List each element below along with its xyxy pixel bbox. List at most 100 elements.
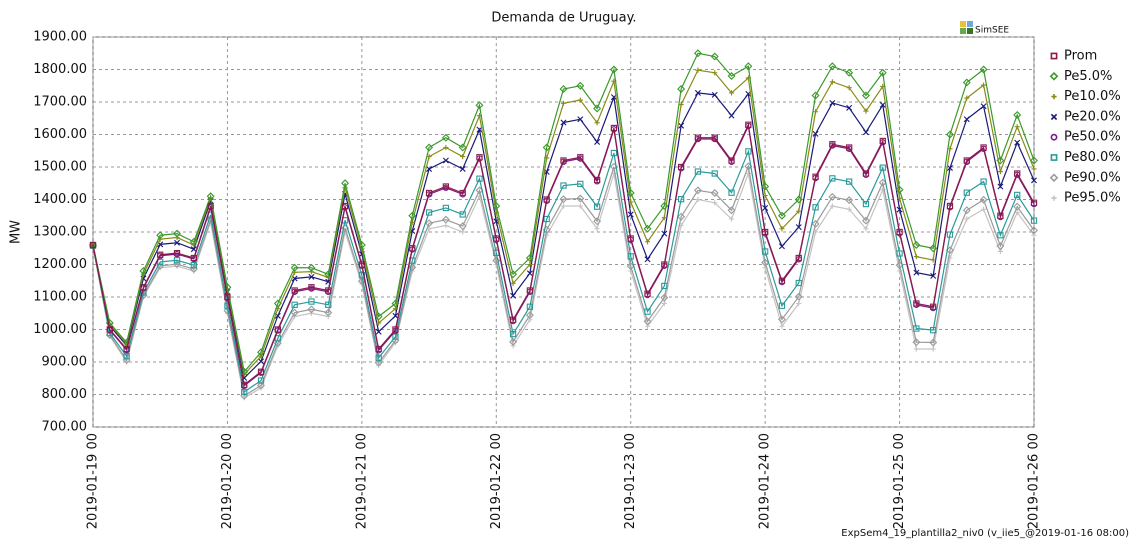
series: [89, 121, 1038, 388]
x-tick-label: 2019-01-22 00: [489, 433, 504, 529]
marker: [660, 202, 669, 210]
marker: [510, 280, 516, 286]
marker: [779, 226, 785, 232]
x-tick-label: 2019-01-19 00: [86, 433, 101, 529]
legend-item: Pe50.0%: [1050, 130, 1121, 145]
marker: [796, 300, 802, 307]
legend-label: Prom: [1064, 49, 1097, 64]
marker: [930, 272, 937, 279]
marker: [761, 228, 769, 236]
marker: [560, 157, 567, 164]
marker: [291, 301, 298, 308]
y-tick-label: 1500.00: [33, 160, 87, 175]
marker: [140, 284, 147, 291]
marker: [929, 244, 938, 253]
marker: [1030, 226, 1038, 235]
marker: [661, 215, 667, 221]
marker: [576, 194, 585, 203]
marker: [761, 258, 770, 267]
marker: [930, 346, 936, 352]
y-tick-label: 1100.00: [33, 290, 87, 305]
y-tick-label: 900.00: [42, 355, 88, 370]
marker: [290, 263, 299, 272]
marker: [408, 263, 417, 272]
marker: [829, 141, 836, 148]
marker: [795, 224, 802, 231]
marker: [526, 270, 533, 277]
marker: [812, 130, 819, 137]
logo-icon: [960, 21, 966, 27]
x-tick-label: 2019-01-25 00: [892, 433, 907, 529]
marker: [963, 189, 970, 196]
marker: [391, 299, 400, 308]
marker: [426, 165, 433, 172]
marker: [509, 270, 518, 279]
marker: [643, 224, 652, 233]
marker: [358, 261, 366, 268]
marker: [1014, 124, 1020, 130]
marker: [794, 195, 803, 204]
marker: [694, 89, 701, 96]
series-line: [92, 52, 1035, 374]
legend-marker: [1050, 154, 1058, 161]
marker: [778, 302, 786, 309]
marker: [811, 219, 820, 228]
marker: [761, 182, 770, 191]
marker: [727, 206, 736, 215]
marker: [509, 337, 518, 346]
marker: [728, 189, 735, 196]
marker: [878, 68, 887, 77]
marker: [341, 179, 350, 188]
marker: [258, 358, 265, 365]
marker: [190, 254, 197, 262]
marker: [644, 290, 651, 297]
marker: [577, 116, 584, 123]
marker: [577, 97, 583, 103]
marker: [392, 312, 399, 319]
marker: [357, 277, 366, 286]
marker: [661, 282, 668, 290]
marker: [443, 222, 449, 229]
marker: [695, 67, 701, 73]
marker: [627, 235, 634, 242]
marker: [577, 154, 584, 161]
marker: [694, 134, 702, 141]
marker: [929, 338, 938, 347]
marker: [290, 308, 299, 317]
marker: [593, 203, 601, 210]
series: [89, 148, 1038, 396]
legend-marker: [1050, 52, 1058, 60]
marker: [812, 109, 819, 115]
marker: [811, 91, 820, 100]
marker: [964, 95, 970, 101]
marker: [896, 195, 903, 201]
marker: [273, 299, 282, 308]
marker: [861, 91, 870, 100]
legend-item: Pe95.0%: [1051, 191, 1121, 206]
marker: [913, 300, 920, 307]
marker: [577, 203, 583, 209]
marker: [475, 101, 484, 110]
legend-marker: [1051, 94, 1057, 100]
x-tick-label: 2019-01-24 00: [758, 433, 773, 529]
marker: [762, 204, 769, 211]
marker: [459, 211, 466, 218]
marker: [105, 319, 114, 327]
marker: [996, 241, 1005, 250]
marker: [997, 232, 1004, 239]
legend-marker: [1051, 195, 1057, 201]
marker: [441, 133, 450, 142]
marker: [846, 206, 852, 212]
marker: [139, 267, 148, 275]
marker: [661, 230, 668, 237]
y-tick-label: 1900.00: [33, 30, 87, 45]
marker: [89, 241, 97, 249]
marker: [106, 326, 113, 333]
y-tick-label: 1000.00: [33, 322, 87, 337]
marker: [408, 211, 417, 220]
marker: [543, 215, 550, 223]
marker: [626, 189, 635, 197]
marker: [593, 104, 602, 113]
marker: [828, 192, 837, 201]
